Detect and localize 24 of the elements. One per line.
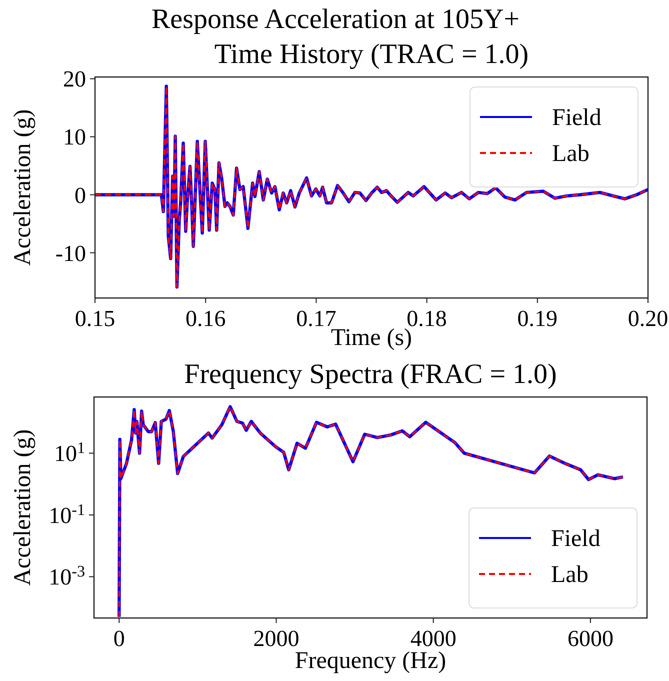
y-tick-label: 10$^{-1}$ — [48, 501, 85, 528]
x-tick-label: 0.16 — [185, 306, 226, 331]
y-axis-title: Acceleration (g) — [10, 109, 36, 266]
chart-title: Frequency Spectra (FRAC = 1.0) — [184, 359, 557, 390]
x-tick-label: 2000 — [253, 626, 300, 651]
y-tick-label: 0 — [74, 182, 86, 208]
legend-label: Field — [552, 105, 602, 131]
x-tick-label: 0.20 — [628, 306, 668, 331]
y-tick-label: -10 — [55, 240, 86, 266]
y-tick-label: 10$^{-3}$ — [48, 563, 85, 590]
y-tick-label: 20 — [63, 66, 86, 92]
x-axis-title: Frequency (Hz) — [294, 648, 446, 674]
y-tick-label: 10$^{1}$ — [54, 440, 85, 466]
x-tick-label: 0 — [113, 626, 125, 651]
legend-label: Field — [551, 526, 600, 552]
y-axis-title: Acceleration (g) — [10, 429, 36, 586]
legend-label: Lab — [552, 141, 590, 167]
legend-label: Lab — [551, 562, 588, 588]
chart-title: Response Acceleration at 105Y+ Time History (TRAC = 1.0) — [151, 4, 529, 70]
x-tick-label: 0.15 — [74, 306, 116, 331]
x-tick-label: 0.19 — [517, 306, 558, 331]
y-tick-label: 10 — [63, 124, 86, 150]
x-tick-label: 4000 — [410, 626, 456, 651]
x-tick-label: 6000 — [567, 626, 614, 651]
